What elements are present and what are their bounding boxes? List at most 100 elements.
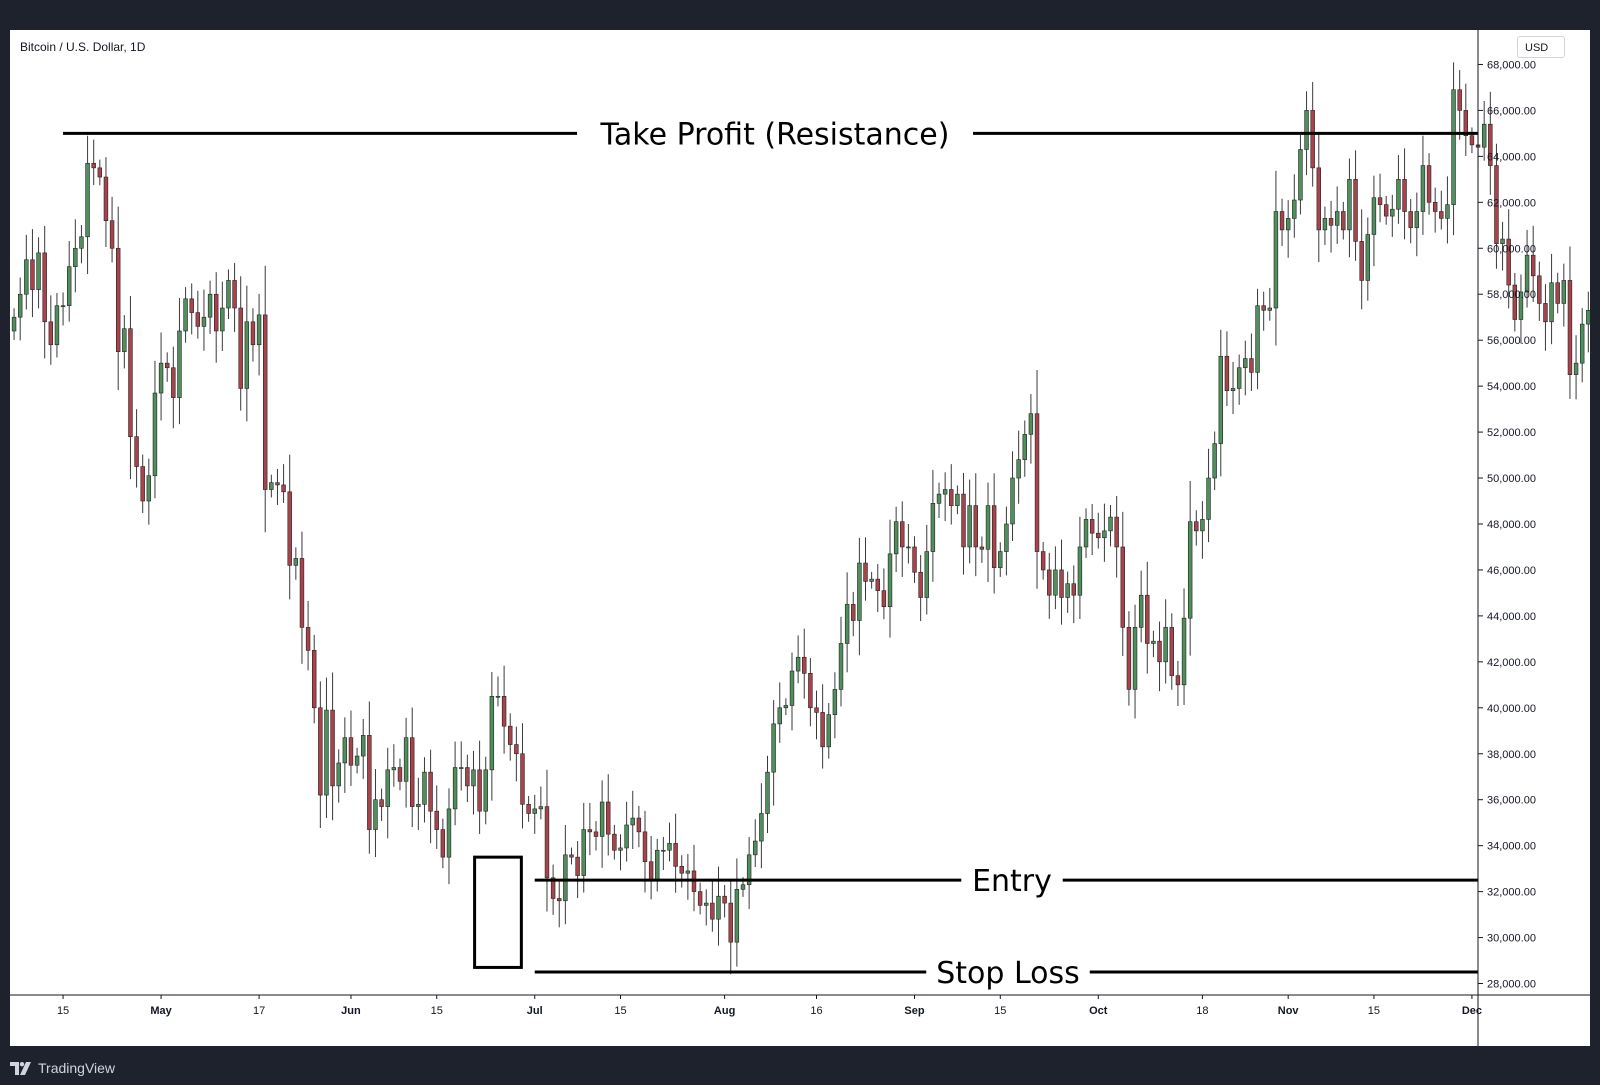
y-tick-label: 46,000.00 (1487, 565, 1536, 577)
x-tick-label: 16 (810, 1005, 822, 1017)
candle-body (1347, 179, 1352, 231)
candle-body (1586, 310, 1590, 325)
candle-body (685, 870, 691, 874)
candle-body (642, 831, 648, 863)
candle-body (985, 505, 991, 550)
candle-body (501, 696, 507, 727)
candle-body (820, 712, 825, 748)
candle-body (906, 546, 911, 549)
candle-body (1083, 519, 1089, 548)
candle-body (1432, 202, 1438, 212)
candle-body (403, 737, 409, 782)
candle-body (802, 656, 807, 674)
candle-body (79, 236, 84, 249)
x-tick-label: 15 (994, 1005, 1006, 1017)
candle-body (109, 220, 115, 249)
candle-body (1138, 594, 1144, 628)
candle-body (1273, 211, 1279, 309)
y-tick-label: 66,000.00 (1487, 105, 1536, 117)
candle-body (1402, 179, 1407, 212)
candle-body (416, 803, 421, 807)
candle-body (550, 877, 556, 899)
candle-body (563, 854, 568, 902)
candle-body (452, 767, 458, 810)
candle-body (1059, 569, 1064, 598)
stop-loss-label: Stop Loss (936, 956, 1080, 991)
candles-layer (11, 62, 1590, 975)
candle-body (979, 546, 985, 550)
x-tick-label: 17 (253, 1005, 265, 1017)
candle-body (893, 521, 899, 555)
candle-body (967, 505, 972, 548)
candle-body (1359, 241, 1364, 281)
candle-body (318, 707, 323, 796)
axes-layer: 28,000.00 30,000.00 32,000.00 34,000.00 36,0… (10, 30, 1590, 1046)
candle-body (1322, 218, 1328, 231)
candle-body (1102, 530, 1107, 539)
candle-body (422, 771, 427, 805)
candle-body (1341, 211, 1346, 231)
candle-body (746, 854, 752, 886)
candle-body (581, 829, 586, 876)
y-tick-label: 38,000.00 (1487, 749, 1536, 761)
candle-body (569, 854, 574, 858)
candlestick-chart[interactable]: Take Profit (Resistance) Entry Stop Loss 2… (10, 30, 1590, 1046)
candle-body (930, 503, 936, 552)
candle-body (269, 482, 274, 490)
candle-body (1463, 110, 1469, 136)
y-tick-label: 52,000.00 (1487, 427, 1536, 439)
candle-body (716, 895, 721, 920)
currency-selector[interactable]: USD (1517, 36, 1565, 58)
candle-body (1365, 234, 1371, 281)
candle-body (783, 705, 789, 709)
candle-body (495, 696, 501, 698)
candle-body (1279, 211, 1285, 231)
candle-body (299, 558, 305, 628)
y-tick-label: 60,000.00 (1487, 243, 1536, 255)
candle-body (1414, 211, 1420, 228)
candle-body (36, 252, 41, 290)
candle-body (312, 650, 317, 709)
candle-body (354, 755, 360, 766)
candle-body (1132, 627, 1138, 690)
candle-body (1334, 211, 1340, 226)
candle-body (648, 861, 654, 881)
chart-area[interactable]: Take Profit (Resistance) Entry Stop Loss 2… (10, 30, 1590, 1046)
candle-body (1390, 208, 1395, 217)
candle-body (1353, 179, 1358, 242)
candle-body (1218, 355, 1223, 444)
x-tick-label: 15 (1368, 1005, 1380, 1017)
candle-body (991, 505, 997, 568)
candle-body (753, 840, 758, 856)
candle-body (330, 709, 335, 787)
candle-body (679, 866, 684, 874)
tradingview-branding[interactable]: TradingView (10, 1058, 115, 1078)
candle-body (1071, 583, 1076, 596)
candle-body (250, 321, 256, 346)
y-tick-label: 30,000.00 (1487, 933, 1536, 945)
candle-body (281, 484, 286, 493)
candle-body (630, 817, 635, 826)
candle-body (348, 737, 354, 766)
candle-body (367, 735, 372, 830)
candle-body (765, 771, 770, 814)
candle-body (158, 362, 164, 394)
price-levels-layer: Take Profit (Resistance) Entry Stop Loss (63, 117, 1478, 991)
candle-body (459, 767, 464, 769)
candle-body (973, 505, 978, 548)
candle-body (1249, 358, 1254, 373)
candle-body (122, 328, 127, 352)
y-tick-label: 54,000.00 (1487, 381, 1536, 393)
candle-body (1077, 546, 1083, 596)
candle-body (97, 167, 103, 178)
candle-body (24, 259, 29, 295)
candle-body (1518, 291, 1524, 320)
candle-body (1212, 443, 1217, 479)
candle-body (1408, 211, 1413, 228)
candle-body (1200, 519, 1205, 532)
candle-body (722, 895, 727, 904)
candle-body (465, 767, 470, 787)
candle-body (342, 737, 348, 764)
highlight-box (473, 855, 523, 969)
candle-body (1175, 675, 1181, 686)
